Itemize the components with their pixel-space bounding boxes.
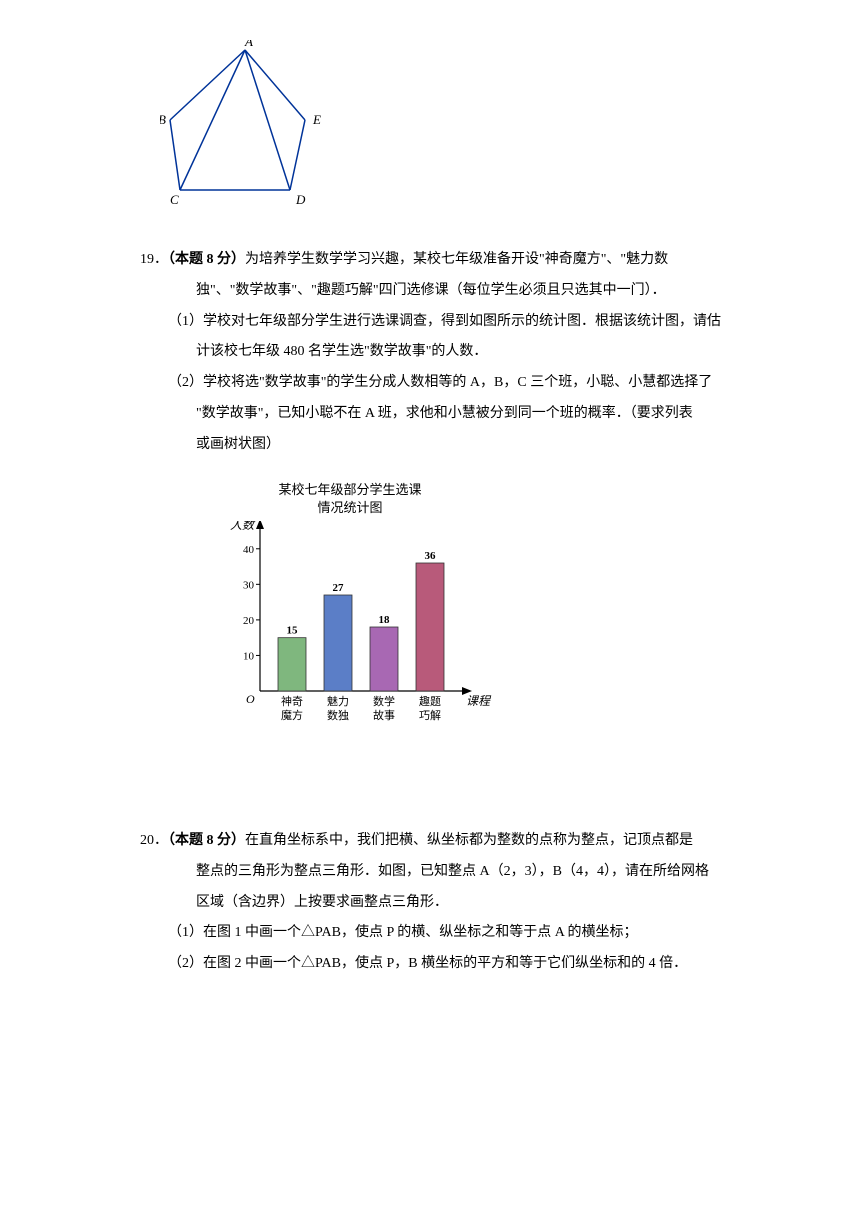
bar-chart-svg: 人数课程 O 10 20 30 40 15 神奇魔方 27 魅力数独 18 数学故事 36 趣题巧解 [220, 521, 510, 741]
svg-text:C: C [170, 192, 179, 207]
q19-p2-c: 或画树状图） [140, 430, 740, 461]
svg-text:36: 36 [425, 550, 437, 562]
chart-title-line2: 情况统计图 [317, 500, 382, 515]
svg-text:A: A [244, 40, 253, 49]
svg-text:20: 20 [243, 615, 255, 627]
q20-points: （本题 8 分） [168, 833, 245, 848]
q20-p1: （1）在图 1 中画一个△PAB，使点 P 的横、纵坐标之和等于点 A 的横坐标… [140, 918, 740, 949]
svg-text:趣题: 趣题 [419, 694, 441, 708]
svg-text:数独: 数独 [327, 709, 349, 722]
svg-text:D: D [295, 192, 306, 207]
geometry-figure: A B C D E [160, 40, 740, 215]
svg-text:巧解: 巧解 [419, 708, 441, 722]
pentagon-svg: A B C D E [160, 40, 330, 210]
svg-text:人数: 人数 [230, 521, 256, 532]
svg-text:数学: 数学 [373, 694, 395, 708]
svg-text:课程: 课程 [466, 694, 492, 708]
svg-text:10: 10 [243, 650, 255, 662]
q19-points: （本题 8 分） [168, 252, 245, 267]
q19-intro-b: 独"、"数学故事"、"趣题巧解"四门选修课（每位学生必须且只选其中一门）． [140, 276, 740, 307]
q19-intro-a: 为培养学生数学学习兴趣，某校七年级准备开设"神奇魔方"、"魅力数 [245, 252, 668, 267]
q20-intro-b: 整点的三角形为整点三角形．如图，已知整点 A（2，3），B（4，4），请在所给网… [140, 857, 740, 888]
svg-text:O: O [246, 692, 255, 706]
svg-text:27: 27 [333, 582, 345, 594]
svg-text:15: 15 [287, 625, 299, 637]
svg-text:魅力: 魅力 [327, 694, 349, 708]
chart-title-line1: 某校七年级部分学生选课 [278, 482, 421, 497]
svg-text:魔方: 魔方 [281, 708, 303, 722]
question-20: 20．（本题 8 分）在直角坐标系中，我们把横、纵坐标都为整数的点称为整点，记顶… [140, 826, 740, 980]
svg-text:故事: 故事 [373, 708, 395, 722]
q20-intro-c: 区域（含边界）上按要求画整点三角形． [140, 888, 740, 919]
bar-chart-container: 某校七年级部分学生选课 情况统计图 人数课程 O 10 20 30 40 15 神奇魔方 27 魅… [220, 481, 740, 746]
q20-line1: 20．（本题 8 分）在直角坐标系中，我们把横、纵坐标都为整数的点称为整点，记顶… [140, 826, 740, 857]
svg-text:B: B [160, 112, 166, 127]
svg-text:40: 40 [243, 544, 255, 556]
q20-p2: （2）在图 2 中画一个△PAB，使点 P，B 横坐标的平方和等于它们纵坐标和的… [140, 949, 740, 980]
svg-text:30: 30 [243, 579, 255, 591]
q19-p2-a: （2）学校将选"数学故事"的学生分成人数相等的 A，B，C 三个班，小聪、小慧都… [140, 368, 740, 399]
question-19: 19．（本题 8 分）为培养学生数学学习兴趣，某校七年级准备开设"神奇魔方"、"… [140, 245, 740, 461]
q19-p1-b: 计该校七年级 480 名学生选"数学故事"的人数． [140, 337, 740, 368]
svg-text:E: E [312, 112, 321, 127]
q19-number: 19． [140, 252, 168, 267]
chart-title: 某校七年级部分学生选课 情况统计图 [220, 481, 480, 517]
q19-line1: 19．（本题 8 分）为培养学生数学学习兴趣，某校七年级准备开设"神奇魔方"、"… [140, 245, 740, 276]
page: ABCDE 19．（本题 8 分）为培养学生数学学习兴趣，某校七年级准备开设"神… [0, 0, 860, 1216]
q19-p2-b: "数学故事"，已知小聪不在 A 班，求他和小慧被分到同一个班的概率．（要求列表 [140, 399, 740, 430]
q20-intro-a: 在直角坐标系中，我们把横、纵坐标都为整数的点称为整点，记顶点都是 [245, 833, 693, 848]
q20-number: 20． [140, 833, 168, 848]
q19-p1-a: （1）学校对七年级部分学生进行选课调查，得到如图所示的统计图．根据该统计图，请估 [140, 307, 740, 338]
svg-text:神奇: 神奇 [281, 694, 303, 708]
svg-text:18: 18 [379, 614, 391, 626]
